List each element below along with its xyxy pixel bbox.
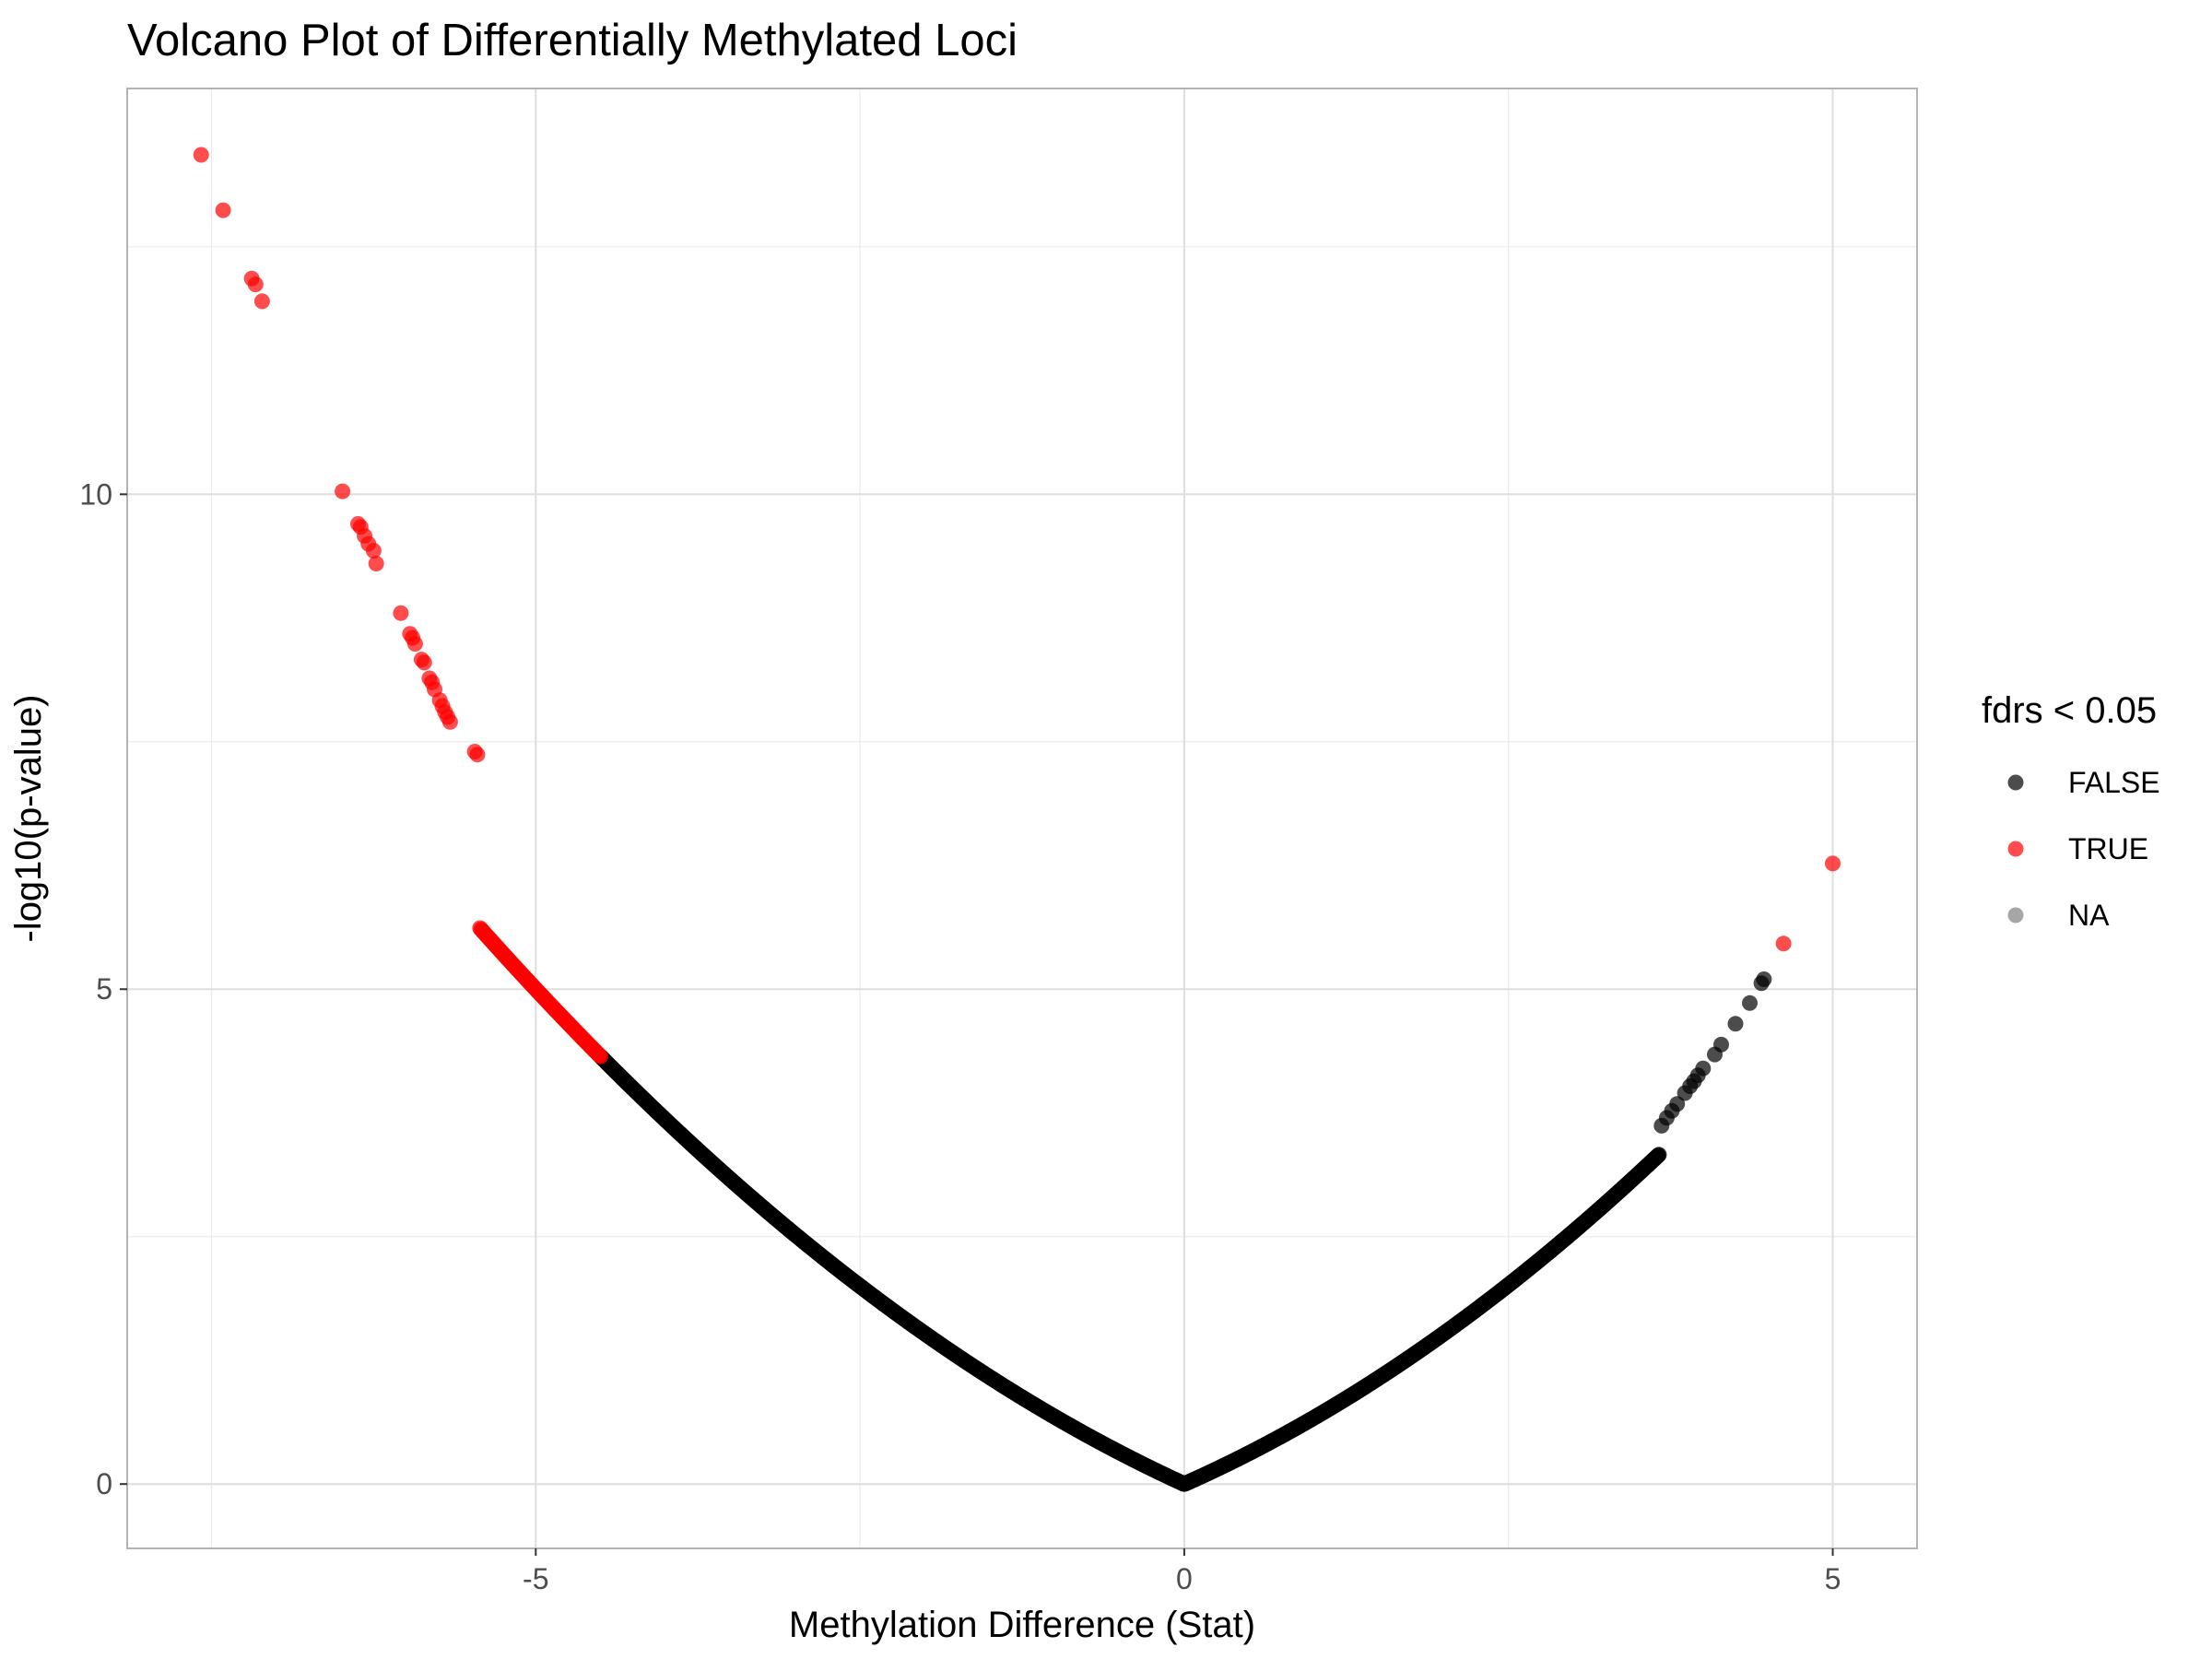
data-point-true [1775,935,1792,952]
data-point-true [406,636,423,652]
legend-label-na: NA [2068,899,2110,932]
data-point-true [441,713,458,730]
y-axis: 0 5 10 [79,477,127,1500]
data-point-true [416,654,432,671]
x-tick-label: 5 [1825,1562,1841,1595]
y-tick-label: 10 [79,477,112,511]
x-tick-label: 0 [1176,1562,1193,1595]
grid-minor [127,88,1917,1548]
data-point-false [1753,975,1770,992]
plot-border [126,88,1918,1549]
data-point-true [335,483,351,500]
data-point-false [1653,1117,1670,1134]
data-point-true [253,293,270,310]
data-point-true [193,147,209,163]
x-tick-label: -5 [523,1562,548,1595]
data-point-true [469,747,486,763]
y-tick-label: 5 [96,972,112,1006]
x-axis: -5 0 5 [523,1548,1841,1595]
data-point-false [1707,1046,1723,1063]
data-points [193,147,1841,1492]
data-point-false [1677,1085,1693,1101]
legend-key-na [2007,907,2024,924]
data-point-true [215,202,231,218]
legend-label-true: TRUE [2068,832,2148,865]
data-point-false [1742,994,1758,1011]
data-point-true [365,543,382,559]
legend-label-false: FALSE [2068,766,2160,799]
data-point-true [368,556,384,571]
grid-major [127,88,1917,1548]
legend: fdrs < 0.05 FALSE TRUE NA [1982,690,2160,932]
data-point-true [393,605,409,621]
chart-title: Volcano Plot of Differentially Methylate… [127,16,1018,65]
data-point-false [1651,1147,1667,1163]
plot-panel [127,88,1917,1548]
x-axis-title: Methylation Difference (Stat) [789,1605,1255,1645]
legend-key-false [2007,774,2024,791]
data-point-true [247,276,264,293]
y-axis-title: -log10(p-value) [8,694,49,942]
data-point-false [1727,1016,1744,1032]
legend-key-true [2007,841,2024,857]
y-tick-label: 0 [96,1467,112,1500]
data-point-true [593,1048,609,1065]
data-point-true [1825,855,1841,872]
legend-title: fdrs < 0.05 [1982,690,2157,731]
